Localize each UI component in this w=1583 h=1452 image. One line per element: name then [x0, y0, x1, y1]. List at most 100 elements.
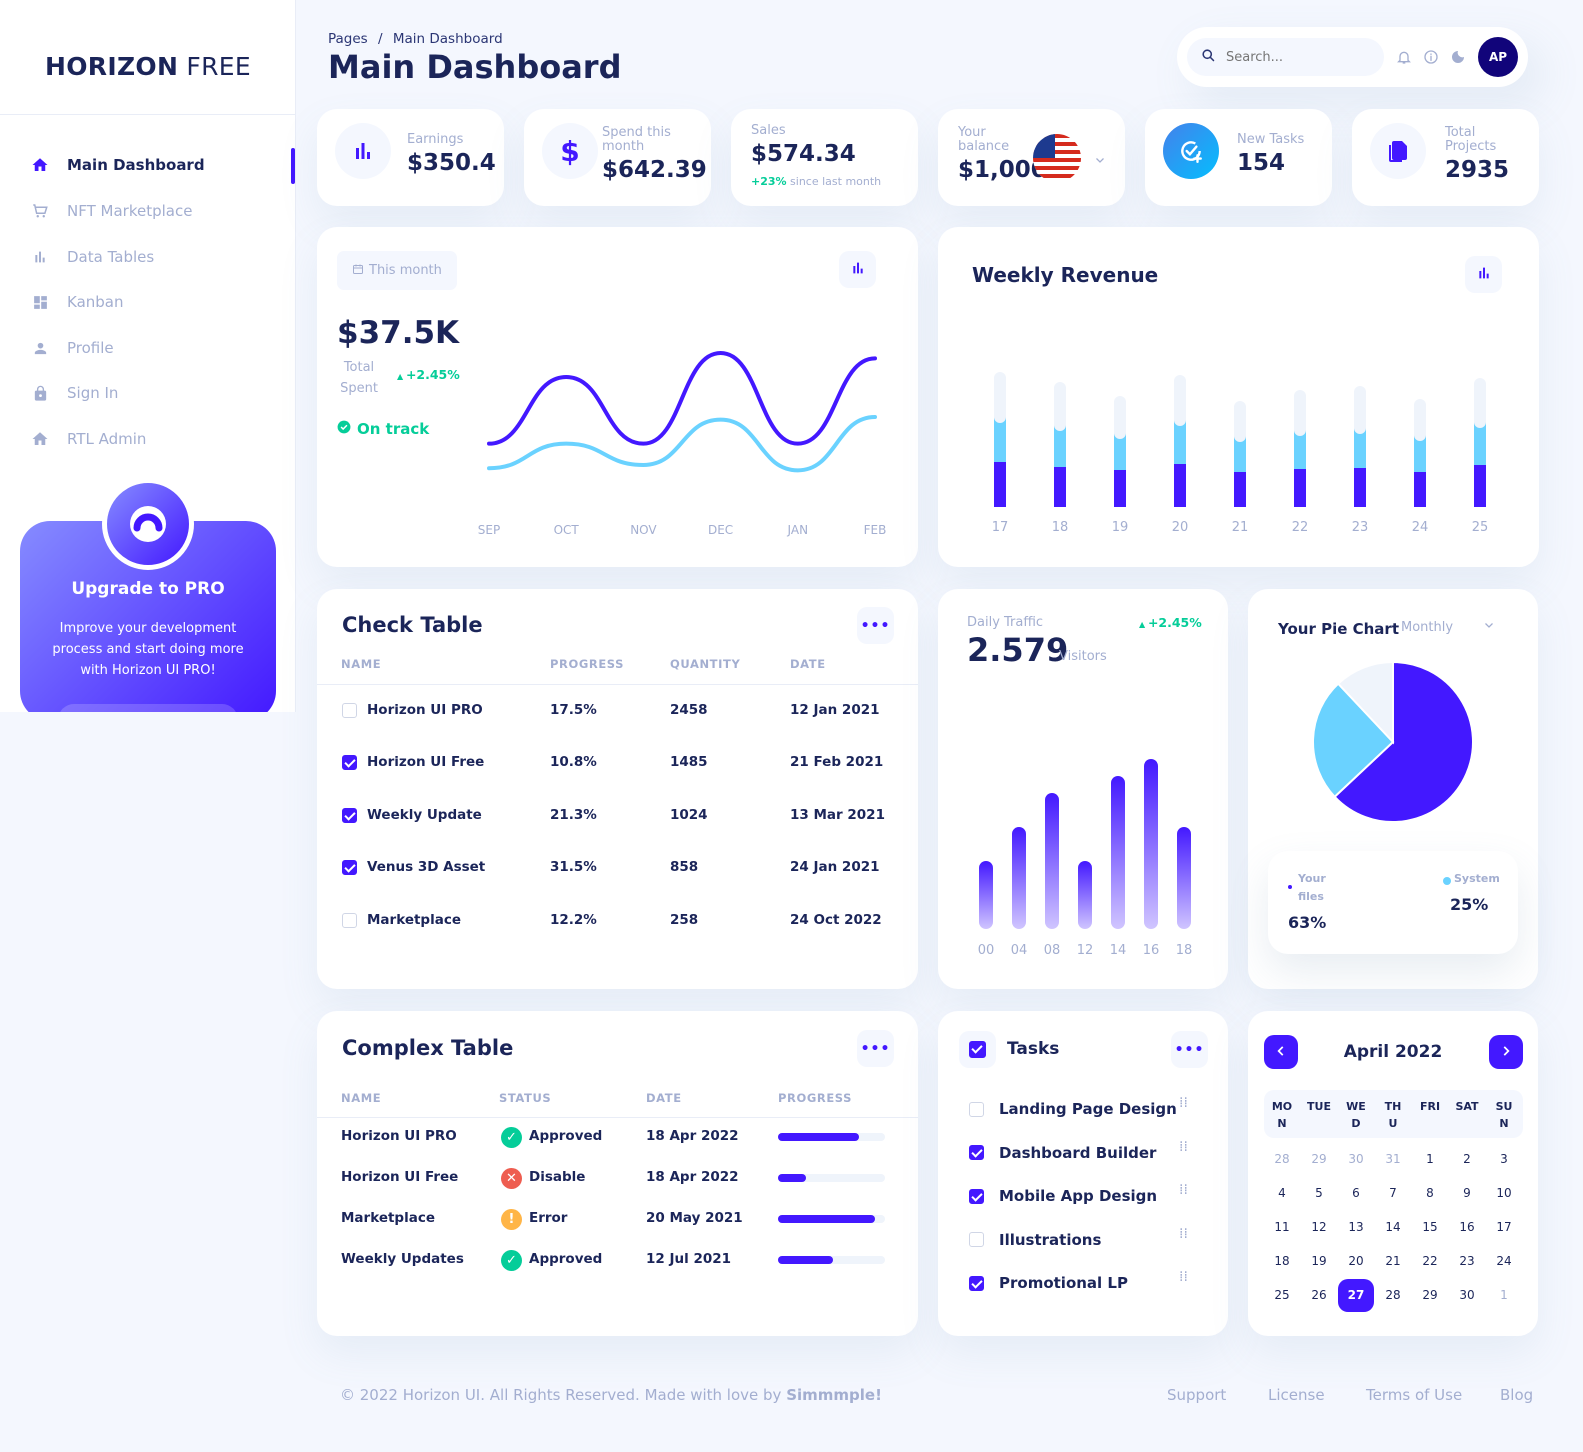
calendar-day[interactable]: 6: [1352, 1186, 1360, 1200]
spend-card: $ Spend this month $642.39: [524, 109, 711, 206]
row-checkbox[interactable]: [342, 755, 357, 770]
footer-link-blog[interactable]: Blog: [1500, 1386, 1534, 1404]
calendar-day[interactable]: 16: [1459, 1220, 1475, 1234]
task-checkbox[interactable]: [969, 1232, 984, 1247]
drag-handle-icon[interactable]: ⁞⁞: [1179, 1226, 1188, 1242]
row-checkbox[interactable]: [342, 913, 357, 928]
drag-handle-icon[interactable]: ⁞⁞: [1179, 1139, 1188, 1155]
row-checkbox[interactable]: [342, 808, 357, 823]
x-tick-label: 21: [1232, 520, 1249, 535]
calendar-day-selected[interactable]: 27: [1338, 1279, 1374, 1312]
calendar-day[interactable]: 19: [1311, 1254, 1327, 1268]
sidebar-item-nft-marketplace[interactable]: NFT Marketplace: [30, 199, 192, 223]
calendar-day[interactable]: 17: [1496, 1220, 1512, 1234]
footer-link-support[interactable]: Support: [1167, 1386, 1227, 1404]
column-header-date[interactable]: DATE: [646, 1091, 682, 1105]
row-date: 18 Apr 2022: [646, 1169, 739, 1185]
calendar-day[interactable]: 1: [1426, 1152, 1434, 1166]
bell-icon[interactable]: [1396, 49, 1412, 65]
breadcrumb-current[interactable]: Main Dashboard: [392, 31, 503, 47]
calendar-day[interactable]: 31: [1385, 1152, 1401, 1166]
info-icon[interactable]: [1423, 49, 1439, 65]
calendar-day[interactable]: 29: [1422, 1288, 1438, 1302]
traffic-bar: [1111, 776, 1125, 929]
upgrade-button[interactable]: [58, 704, 238, 712]
column-header-quantity[interactable]: QUANTITY: [670, 657, 741, 671]
moon-icon[interactable]: [1450, 49, 1466, 65]
calendar-day[interactable]: 22: [1422, 1254, 1438, 1268]
column-header-name[interactable]: NAME: [341, 1091, 382, 1105]
breadcrumb-pages[interactable]: Pages: [328, 31, 368, 47]
calendar-day[interactable]: 5: [1315, 1186, 1323, 1200]
tasks-icon-box: [959, 1031, 996, 1068]
usa-flag-icon[interactable]: [1033, 134, 1081, 182]
column-header-date[interactable]: DATE: [790, 657, 826, 671]
line-series-0: [487, 350, 877, 446]
row-checkbox[interactable]: [342, 860, 357, 875]
task-checkbox[interactable]: [969, 1145, 984, 1160]
calendar-day[interactable]: 12: [1311, 1220, 1327, 1234]
more-options-button[interactable]: •••: [857, 1030, 894, 1067]
calendar-day[interactable]: 23: [1459, 1254, 1475, 1268]
calendar-day[interactable]: 26: [1311, 1288, 1327, 1302]
calendar-day[interactable]: 8: [1426, 1186, 1434, 1200]
more-options-button[interactable]: •••: [857, 607, 894, 644]
avatar[interactable]: AP: [1478, 37, 1518, 77]
brand-logo[interactable]: HORIZON FREE: [45, 52, 251, 81]
sidebar-item-kanban[interactable]: Kanban: [30, 290, 124, 314]
more-options-button[interactable]: •••: [1171, 1031, 1208, 1068]
footer-link-license[interactable]: License: [1268, 1386, 1325, 1404]
calendar-day[interactable]: 29: [1311, 1152, 1327, 1166]
task-checkbox[interactable]: [969, 1102, 984, 1117]
footer-copyright: © 2022 Horizon UI. All Rights Reserved. …: [340, 1386, 882, 1404]
drag-handle-icon[interactable]: ⁞⁞: [1179, 1095, 1188, 1111]
column-header-name[interactable]: NAME: [341, 657, 382, 671]
calendar-day[interactable]: 13: [1348, 1220, 1364, 1234]
calendar-day[interactable]: 28: [1385, 1288, 1401, 1302]
sidebar-item-profile[interactable]: Profile: [30, 336, 114, 360]
calendar-day[interactable]: 14: [1385, 1220, 1401, 1234]
bar-segment: [1354, 428, 1366, 468]
drag-handle-icon[interactable]: ⁞⁞: [1179, 1269, 1188, 1285]
calendar-day[interactable]: 28: [1274, 1152, 1290, 1166]
calendar-day[interactable]: 7: [1389, 1186, 1397, 1200]
chevron-down-icon[interactable]: [1094, 151, 1106, 170]
chart-options-button[interactable]: [1465, 256, 1502, 293]
drag-handle-icon[interactable]: ⁞⁞: [1179, 1182, 1188, 1198]
calendar-day[interactable]: 30: [1459, 1288, 1475, 1302]
calendar-month: April 2022: [1343, 1042, 1443, 1062]
task-checkbox[interactable]: [969, 1189, 984, 1204]
column-header-progress[interactable]: PROGRESS: [550, 657, 625, 671]
chart-options-button[interactable]: [839, 251, 876, 288]
calendar-day[interactable]: 1: [1500, 1288, 1508, 1302]
prev-month-button[interactable]: [1264, 1035, 1298, 1069]
sidebar-item-rtl-admin[interactable]: RTL Admin: [30, 427, 146, 451]
calendar-day[interactable]: 10: [1496, 1186, 1512, 1200]
search-input[interactable]: [1226, 49, 1366, 65]
calendar-day[interactable]: 11: [1274, 1220, 1290, 1234]
calendar-day[interactable]: 21: [1385, 1254, 1401, 1268]
sidebar-item-main-dashboard[interactable]: Main Dashboard: [30, 153, 205, 177]
calendar-day[interactable]: 9: [1463, 1186, 1471, 1200]
calendar-day[interactable]: 15: [1422, 1220, 1438, 1234]
calendar-day[interactable]: 25: [1274, 1288, 1290, 1302]
row-checkbox[interactable]: [342, 703, 357, 718]
period-select[interactable]: Monthly: [1401, 619, 1495, 635]
next-month-button[interactable]: [1489, 1035, 1523, 1069]
calendar-day[interactable]: 24: [1496, 1254, 1512, 1268]
calendar-day[interactable]: 30: [1348, 1152, 1364, 1166]
sidebar-item-sign-in[interactable]: Sign In: [30, 381, 118, 405]
task-checkbox[interactable]: [969, 1276, 984, 1291]
calendar-day[interactable]: 4: [1278, 1186, 1286, 1200]
calendar-day[interactable]: 2: [1463, 1152, 1471, 1166]
period-button[interactable]: This month: [337, 251, 457, 290]
column-header-progress[interactable]: PROGRESS: [778, 1091, 853, 1105]
footer-author-link[interactable]: Simmmple!: [786, 1386, 882, 1404]
footer-link-terms[interactable]: Terms of Use: [1366, 1386, 1463, 1404]
calendar-day[interactable]: 18: [1274, 1254, 1290, 1268]
calendar-day[interactable]: 3: [1500, 1152, 1508, 1166]
pie-chart-card: Your Pie Chart Monthly Your files 63% Sy…: [1248, 589, 1538, 989]
sidebar-item-data-tables[interactable]: Data Tables: [30, 245, 154, 269]
calendar-day[interactable]: 20: [1348, 1254, 1364, 1268]
column-header-status[interactable]: STATUS: [499, 1091, 552, 1105]
